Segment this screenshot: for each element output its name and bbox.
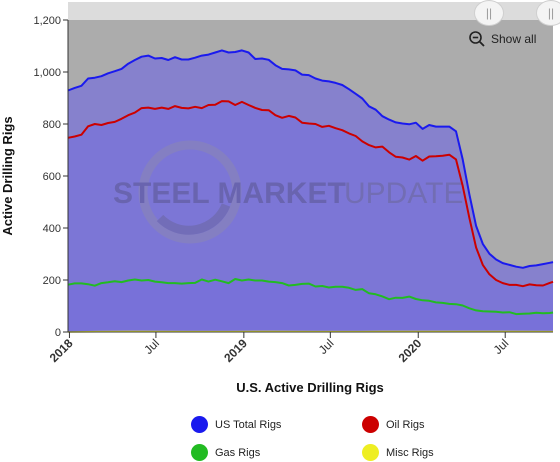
drilling-rigs-chart: STEEL MARKET UPDATE 0 200 400 600 800 1,000 1,… — [0, 2, 554, 395]
y-tick-label: 800 — [43, 119, 61, 131]
watermark-text-light: UPDATE — [344, 177, 463, 210]
grip-icon: || — [547, 6, 555, 20]
series-line-1[interactable] — [67, 100, 554, 288]
show-all-button[interactable]: Show all — [468, 30, 536, 48]
navigator-track[interactable] — [68, 2, 553, 20]
legend-marker — [191, 416, 208, 433]
series-area-1 — [68, 101, 553, 332]
y-tick-label: 1,000 — [33, 67, 61, 79]
y-tick-label: 1,200 — [33, 15, 61, 27]
legend-item-misc[interactable]: Misc Rigs — [362, 444, 434, 461]
legend-label: US Total Rigs — [215, 418, 282, 431]
x-axis-title: U.S. Active Drilling Rigs — [236, 380, 384, 395]
series-area-2 — [68, 279, 553, 332]
legend-item-oil[interactable]: Oil Rigs — [362, 416, 425, 433]
y-tick-label: 200 — [43, 275, 61, 287]
series-area-0 — [68, 50, 553, 333]
legend-item-us-total[interactable]: US Total Rigs — [191, 416, 281, 433]
y-tick-label: 0 — [55, 327, 61, 339]
zoom-out-icon — [469, 31, 485, 47]
legend-item-gas[interactable]: Gas Rigs — [191, 444, 260, 461]
series-line-2[interactable] — [67, 278, 554, 316]
y-tick-label: 600 — [43, 171, 61, 183]
watermark: STEEL MARKET UPDATE — [113, 140, 463, 244]
x-tick-label: Jul — [141, 336, 162, 357]
legend-label: Misc Rigs — [386, 446, 434, 459]
x-tick-label: Jul — [316, 336, 337, 357]
legend-label: Oil Rigs — [386, 418, 425, 431]
legend-marker — [362, 444, 379, 461]
series-areas — [68, 50, 553, 333]
watermark-logo-swoosh — [156, 203, 231, 235]
y-tick-label: 400 — [43, 223, 61, 235]
x-tick-label: Jul — [491, 336, 512, 357]
series-line-0[interactable] — [67, 49, 554, 269]
grip-icon: || — [485, 6, 493, 20]
x-tick-label: 2018 — [47, 336, 76, 365]
show-all-label: Show all — [491, 32, 537, 46]
legend-marker — [191, 444, 208, 461]
legend-marker — [362, 416, 379, 433]
navigator-left-handle[interactable]: || — [474, 0, 504, 26]
x-tick-label: 2020 — [396, 336, 425, 365]
watermark-text-bold: STEEL MARKET — [113, 177, 346, 210]
legend-label: Gas Rigs — [215, 446, 261, 459]
y-axis-title: Active Drilling Rigs — [0, 116, 15, 235]
y-axis-ticks: 0 200 400 600 800 1,000 1,200 — [33, 15, 68, 339]
legend: US Total Rigs Oil Rigs Gas Rigs Misc Rig… — [0, 414, 560, 462]
watermark-logo-ring — [138, 140, 242, 244]
x-axis-ticks: 2018 Jul 2019 Jul 2020 Jul — [47, 332, 512, 365]
x-tick-label: 2019 — [221, 336, 250, 365]
navigator-right-handle[interactable]: || — [536, 0, 560, 26]
